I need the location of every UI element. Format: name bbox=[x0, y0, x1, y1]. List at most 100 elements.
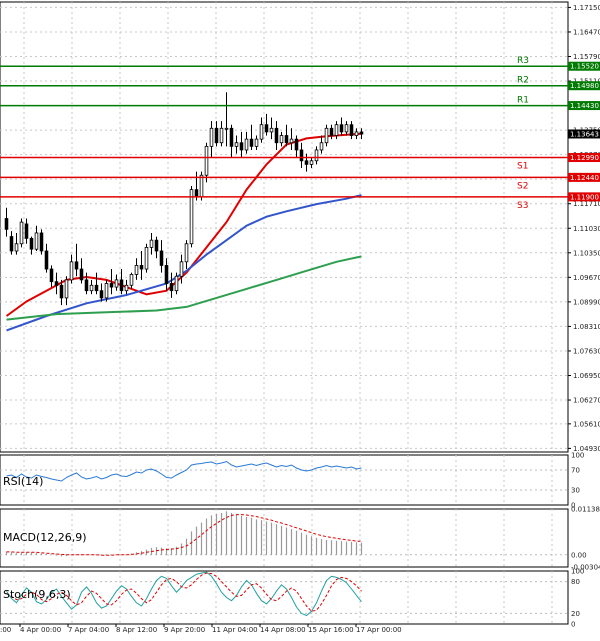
rsi-tick-label: 70 bbox=[571, 467, 580, 475]
level-price-label: 1.14980 bbox=[570, 82, 599, 90]
candle-body bbox=[49, 268, 54, 283]
candle-body bbox=[114, 279, 119, 288]
candle-body bbox=[24, 223, 29, 239]
rsi-line bbox=[6, 460, 362, 482]
macd-tick-label: -0.003044 bbox=[571, 564, 600, 572]
level-price-tag bbox=[568, 153, 600, 163]
candle-body bbox=[169, 283, 174, 292]
candle-body bbox=[59, 284, 64, 299]
candle-body bbox=[319, 142, 324, 151]
level-price-tag bbox=[568, 81, 600, 91]
rsi-tick-label: 100 bbox=[571, 452, 584, 460]
y-tick-label: 1.08310 bbox=[573, 323, 600, 331]
panel-frame-price bbox=[0, 1, 569, 453]
stoch-tick-label: 80 bbox=[571, 578, 580, 586]
rsi-tick-label: 30 bbox=[571, 487, 580, 495]
candle-body bbox=[4, 218, 9, 230]
level-name-s1: S1 bbox=[517, 162, 528, 172]
candle-body bbox=[204, 145, 209, 176]
candle-body bbox=[19, 221, 24, 245]
level-name-r2: R2 bbox=[517, 76, 529, 86]
x-tick-label: 7 Apr 04:00 bbox=[68, 626, 109, 634]
y-tick-label: 1.06270 bbox=[573, 397, 600, 405]
candle-body bbox=[109, 283, 114, 288]
candle-body bbox=[289, 138, 294, 144]
panel-frame-macd bbox=[0, 508, 569, 568]
candle-body bbox=[79, 268, 84, 281]
candle-body bbox=[194, 189, 199, 198]
panel-frame-stoch bbox=[0, 570, 569, 625]
stoch-k-line bbox=[6, 571, 362, 617]
level-price-label: 1.11900 bbox=[570, 193, 599, 201]
candle-body bbox=[134, 265, 139, 275]
macd-tick-label: 0.011382 bbox=[571, 506, 600, 514]
candle-body bbox=[139, 265, 144, 270]
y-tick-label: 1.07630 bbox=[573, 347, 600, 355]
current-price-tag bbox=[568, 129, 600, 139]
x-tick-label: 15 Apr 16:00 bbox=[308, 626, 354, 634]
candle-body bbox=[69, 261, 74, 281]
candle-body bbox=[279, 135, 284, 144]
x-tick-label: 14 Apr 08:00 bbox=[260, 626, 306, 634]
current-price-label: 1.13643 bbox=[570, 130, 599, 138]
level-price-label: 1.12440 bbox=[570, 174, 599, 182]
y-tick-label: 1.10350 bbox=[573, 249, 600, 257]
level-price-label: 1.12990 bbox=[570, 154, 599, 162]
macd-title: MACD(12,26,9) bbox=[3, 531, 87, 544]
candle-body bbox=[149, 239, 154, 248]
candle-body bbox=[264, 124, 269, 133]
candle-body bbox=[309, 160, 314, 165]
y-tick-label: 1.17150 bbox=[573, 4, 600, 12]
y-tick-label: 1.09670 bbox=[573, 274, 600, 282]
y-tick-label: 1.16470 bbox=[573, 28, 600, 36]
candle-body bbox=[294, 138, 299, 151]
candle-body bbox=[199, 174, 204, 198]
macd-tick-label: 0.00 bbox=[571, 551, 587, 559]
candle-body bbox=[144, 246, 149, 270]
x-tick-label: 9 Apr 20:00 bbox=[164, 626, 205, 634]
candle-body bbox=[324, 127, 329, 144]
candle-body bbox=[254, 138, 259, 147]
x-tick-label-first: :00 bbox=[0, 626, 11, 634]
candle-body bbox=[304, 160, 309, 165]
candle-body bbox=[74, 261, 79, 270]
y-tick-label: 1.04930 bbox=[573, 445, 600, 453]
level-price-label: 1.14430 bbox=[570, 102, 599, 110]
level-price-tag bbox=[568, 172, 600, 182]
candle-body bbox=[239, 142, 244, 151]
candle-body bbox=[229, 127, 234, 147]
x-tick-label: 17 Apr 00:00 bbox=[356, 626, 402, 634]
candle-body bbox=[119, 279, 124, 292]
candle-body bbox=[44, 250, 49, 270]
candle-body bbox=[249, 138, 254, 147]
candle-body bbox=[54, 281, 59, 286]
candle-body bbox=[179, 261, 184, 277]
y-tick-label: 1.08990 bbox=[573, 298, 600, 306]
y-tick-label: 1.11030 bbox=[573, 225, 600, 233]
candle-body bbox=[34, 232, 39, 250]
candle-body bbox=[64, 279, 69, 299]
candle-body bbox=[209, 127, 214, 147]
candle-body bbox=[159, 250, 164, 266]
stoch-tick-label: 100 bbox=[571, 568, 584, 576]
candle-body bbox=[154, 239, 159, 252]
candle-body bbox=[89, 284, 94, 292]
candle-body bbox=[259, 124, 264, 140]
candle-body bbox=[14, 243, 19, 252]
x-tick-label: 8 Apr 12:00 bbox=[116, 626, 157, 634]
candle-body bbox=[189, 189, 194, 245]
candle-body bbox=[9, 236, 14, 252]
y-tick-label: 1.05610 bbox=[573, 420, 600, 428]
candle-body bbox=[129, 274, 134, 286]
y-tick-label: 1.15790 bbox=[573, 53, 600, 61]
candle-body bbox=[104, 283, 109, 299]
level-name-s3: S3 bbox=[517, 201, 528, 211]
candle-body bbox=[354, 131, 359, 136]
candle-body bbox=[29, 237, 34, 250]
candle-body bbox=[84, 279, 89, 292]
candle-body bbox=[334, 124, 339, 136]
candle-body bbox=[39, 232, 44, 252]
rsi-tick-label: 0 bbox=[571, 502, 575, 510]
